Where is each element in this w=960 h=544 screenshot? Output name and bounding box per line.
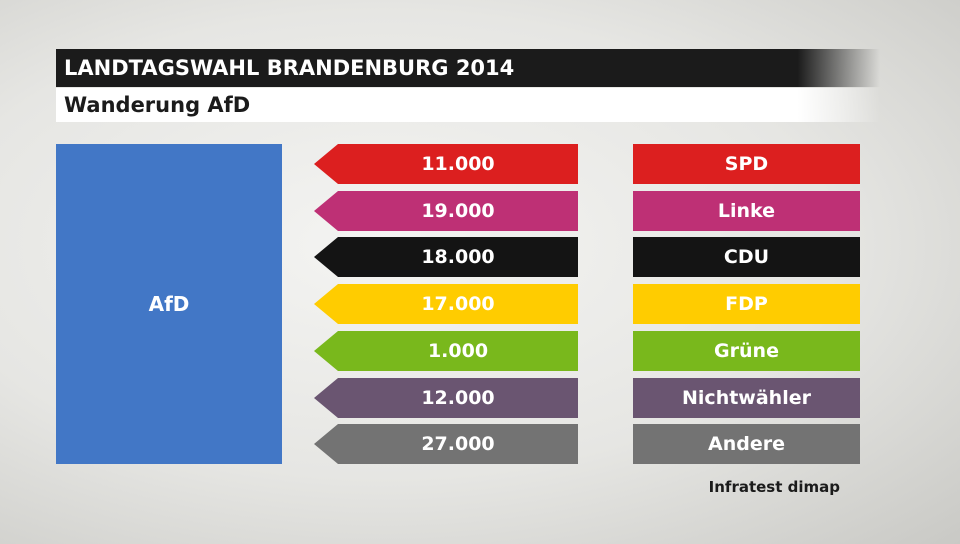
party-label-3: CDU: [633, 237, 860, 277]
chart-subtitle: Wanderung AfD: [56, 88, 880, 122]
flow-value-3: 18.000: [314, 237, 578, 277]
party-label-7: Andere: [633, 424, 860, 464]
flow-value-2: 19.000: [314, 191, 578, 231]
flow-value-6: 12.000: [314, 378, 578, 418]
flow-value-5: 1.000: [314, 331, 578, 371]
target-party-label: AfD: [148, 292, 190, 316]
party-label-4: FDP: [633, 284, 860, 324]
flow-value-1: 11.000: [314, 144, 578, 184]
flow-value-7: 27.000: [314, 424, 578, 464]
flow-value-4: 17.000: [314, 284, 578, 324]
party-label-1: SPD: [633, 144, 860, 184]
target-party-box: AfD: [56, 144, 282, 464]
chart-title: LANDTAGSWAHL BRANDENBURG 2014: [56, 49, 880, 87]
source-credit: Infratest dimap: [708, 478, 840, 496]
party-label-6: Nichtwähler: [633, 378, 860, 418]
party-label-2: Linke: [633, 191, 860, 231]
party-label-5: Grüne: [633, 331, 860, 371]
